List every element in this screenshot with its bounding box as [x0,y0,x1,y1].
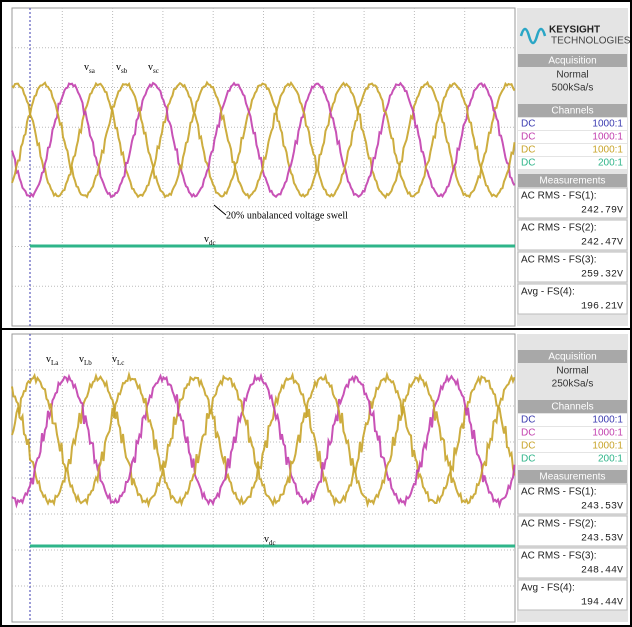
label-sub: dc [269,539,276,547]
section-header-text: Acquisition [548,56,596,67]
channel-coupling: DC [521,454,535,465]
brand: KEYSIGHT [549,25,600,36]
channel-coupling: DC [521,428,535,439]
label-sub: Lb [84,359,92,367]
channel-ratio: 200:1 [598,158,623,169]
label-sub: Lc [117,359,124,367]
measurement-value: 259.32V [581,270,623,281]
measurement-value: 242.47V [581,238,623,249]
measurement-value: 196.21V [581,302,623,313]
measurement-label: Avg - FS(4): [521,583,575,594]
measurement-label: AC RMS - FS(3): [521,255,597,266]
brand-sub: TECHNOLOGIES [551,36,631,47]
measurement-label: AC RMS - FS(1): [521,487,597,498]
acquisition-rate: 250kSa/s [552,379,594,390]
label-sub: sb [121,67,128,75]
channel-ratio: 1000:1 [592,145,623,156]
measurement-value: 242.79V [581,206,623,217]
section-header-text: Channels [551,402,593,413]
channel-coupling: DC [521,132,535,143]
measurement-value: 243.53V [581,534,623,545]
acquisition-mode: Normal [556,366,588,377]
label-sub: dc [209,239,216,247]
channel-ratio: 1000:1 [592,119,623,130]
measurement-value: 248.44V [581,566,623,577]
channel-coupling: DC [521,415,535,426]
channel-ratio: 1000:1 [592,428,623,439]
label-sub: La [51,359,59,367]
channel-ratio: 1000:1 [592,441,623,452]
label-sub: sa [89,67,96,75]
label-sub: sc [153,67,159,75]
measurement-label: AC RMS - FS(3): [521,551,597,562]
measurement-label: Avg - FS(4): [521,287,575,298]
section-header-text: Acquisition [548,352,596,363]
channel-coupling: DC [521,441,535,452]
measurement-value: 243.53V [581,502,623,513]
measurement-label: AC RMS - FS(1): [521,191,597,202]
acquisition-mode: Normal [556,70,588,81]
oscilloscope-figure: vsavsbvscvdc20% unbalanced voltage swell… [0,0,632,627]
measurement-label: AC RMS - FS(2): [521,519,597,530]
channel-coupling: DC [521,119,535,130]
channel-coupling: DC [521,145,535,156]
section-header-text: Measurements [539,176,605,187]
acquisition-rate: 500kSa/s [552,83,594,94]
section-header-text: Channels [551,106,593,117]
annotation: 20% unbalanced voltage swell [226,210,348,221]
channel-coupling: DC [521,158,535,169]
section-header-text: Measurements [539,472,605,483]
measurement-label: AC RMS - FS(2): [521,223,597,234]
channel-ratio: 1000:1 [592,132,623,143]
channel-ratio: 200:1 [598,454,623,465]
measurement-value: 194.44V [581,598,623,609]
channel-ratio: 1000:1 [592,415,623,426]
